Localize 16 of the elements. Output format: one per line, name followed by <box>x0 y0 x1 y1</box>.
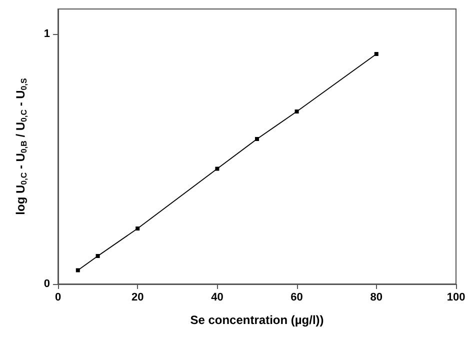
point <box>374 52 378 56</box>
point <box>136 226 140 230</box>
x-tick-label: 60 <box>290 292 303 304</box>
x-axis-title: Se concentration (µg/l)) <box>190 313 324 327</box>
point <box>96 254 100 258</box>
y-tick-label: 1 <box>44 28 50 40</box>
x-tick-label: 0 <box>54 292 62 304</box>
x-tick-label: 100 <box>446 292 466 304</box>
x-tick-label: 40 <box>211 292 224 304</box>
point <box>255 137 259 141</box>
point <box>76 268 80 272</box>
x-tick-label: 20 <box>131 292 144 304</box>
y-axis-title: log U0,C - U0,B / U0,C - U0,S <box>14 78 28 215</box>
point <box>215 166 220 171</box>
x-tick-label: 80 <box>370 292 383 304</box>
point <box>294 110 299 114</box>
